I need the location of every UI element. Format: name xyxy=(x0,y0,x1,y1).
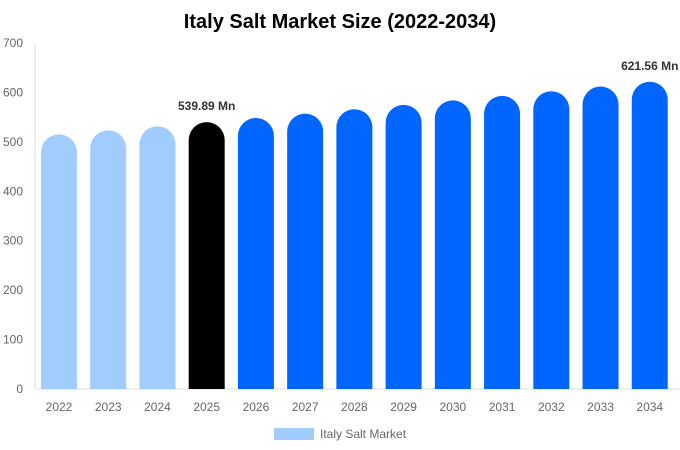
y-tick-label: 600 xyxy=(3,85,23,99)
x-tick-label: 2023 xyxy=(95,400,122,414)
x-tick-label: 2025 xyxy=(193,400,220,414)
y-tick-label: 100 xyxy=(3,333,23,347)
x-tick-label: 2027 xyxy=(292,400,319,414)
x-tick-label: 2028 xyxy=(341,400,368,414)
bar-2026[interactable] xyxy=(237,117,274,389)
bar-2028[interactable] xyxy=(336,109,373,389)
bar-2031[interactable] xyxy=(484,95,521,389)
bar-2027[interactable] xyxy=(287,113,324,389)
legend-label: Italy Salt Market xyxy=(320,427,407,441)
y-tick-label: 0 xyxy=(16,382,23,396)
x-tick-label: 2033 xyxy=(587,400,614,414)
bar-2025[interactable] xyxy=(188,122,225,390)
x-tick-label: 2031 xyxy=(489,400,516,414)
x-axis: 2022 2023 2024 2025 2026 2027 2028 2029 2030 2031… xyxy=(46,400,664,414)
data-label-2025: 539.89 Mn xyxy=(178,99,235,113)
y-tick-label: 200 xyxy=(3,283,23,297)
bar-2029[interactable] xyxy=(385,104,422,389)
bar-2033[interactable] xyxy=(582,86,619,389)
bar-2030[interactable] xyxy=(434,100,471,389)
legend-swatch xyxy=(274,428,314,440)
bars xyxy=(41,81,668,390)
bar-2023[interactable] xyxy=(90,130,127,390)
bar-2022[interactable] xyxy=(41,134,77,389)
x-tick-label: 2024 xyxy=(144,400,171,414)
x-tick-label: 2022 xyxy=(46,400,73,414)
x-tick-label: 2029 xyxy=(390,400,417,414)
x-tick-label: 2032 xyxy=(538,400,565,414)
y-tick-label: 300 xyxy=(3,234,23,248)
bar-2032[interactable] xyxy=(533,91,570,390)
chart-title: Italy Salt Market Size (2022-2034) xyxy=(184,11,496,33)
data-label-2034: 621.56 Mn xyxy=(621,59,678,73)
y-tick-label: 700 xyxy=(3,36,23,50)
bar-2024[interactable] xyxy=(139,126,176,389)
y-tick-label: 500 xyxy=(3,135,23,149)
x-tick-label: 2030 xyxy=(439,400,466,414)
bar-2034[interactable] xyxy=(631,81,668,389)
x-tick-label: 2034 xyxy=(636,400,663,414)
y-tick-label: 400 xyxy=(3,184,23,198)
legend[interactable]: Italy Salt Market xyxy=(274,427,407,441)
x-tick-label: 2026 xyxy=(243,400,270,414)
data-labels: 539.89 Mn 621.56 Mn xyxy=(178,59,678,113)
